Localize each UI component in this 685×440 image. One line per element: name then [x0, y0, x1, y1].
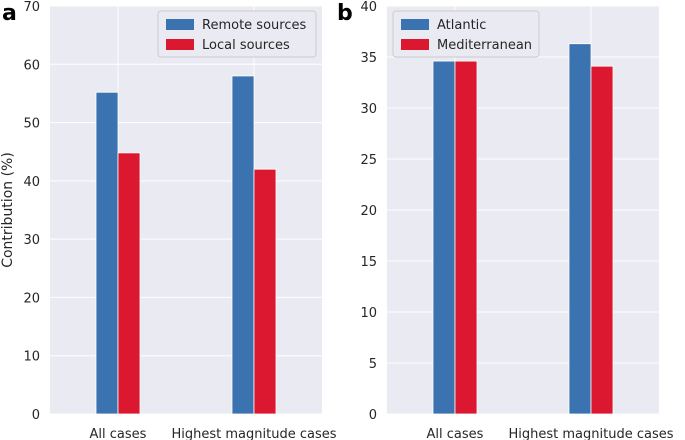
y-tick-label: 70: [23, 0, 40, 15]
bar-local-sources-1: [253, 168, 277, 415]
panel-label: a: [2, 1, 17, 26]
y-tick-label: 25: [360, 153, 377, 168]
y-axis-label: Contribution (%): [0, 152, 16, 268]
chart-panel-b: 0 5 10 15 20 25 30 35 40 All cases Highest magnitu…: [337, 0, 674, 440]
legend-label: Local sources: [202, 38, 290, 53]
legend: Remote sources Local sources: [157, 10, 317, 58]
y-tick-label: 10: [23, 350, 40, 365]
x-tick-label: Highest magnitude cases: [509, 427, 674, 440]
bar-mediterranean-0: [454, 60, 478, 415]
bar-atlantic-1: [568, 43, 592, 415]
plot-background: [50, 6, 322, 414]
y-tick-label: 20: [23, 291, 40, 306]
chart-panel-a: 0 10 20 30 40 50 60 70 All cases Highest magnitud…: [0, 0, 337, 440]
legend-label: Mediterranean: [437, 38, 532, 53]
y-tick-label: 15: [360, 255, 377, 270]
y-tick-label: 20: [360, 204, 377, 219]
y-tick-label: 30: [23, 233, 40, 248]
y-tick-label: 5: [369, 357, 377, 372]
y-tick-label: 40: [23, 175, 40, 190]
y-tick-label: 60: [23, 58, 40, 73]
legend-box: [157, 10, 317, 58]
panel-label: b: [337, 1, 353, 26]
x-tick-label: All cases: [90, 427, 147, 440]
bar-atlantic-0: [432, 60, 456, 415]
y-tick-label: 50: [23, 117, 40, 132]
legend-swatch: [166, 39, 194, 50]
y-tick-label: 0: [32, 408, 40, 423]
bar-remote-sources-1: [231, 75, 255, 415]
legend-label: Atlantic: [437, 18, 486, 33]
bar-mediterranean-1: [590, 65, 614, 415]
legend: Atlantic Mediterranean: [392, 10, 540, 58]
legend-box: [392, 10, 540, 58]
legend-label: Remote sources: [202, 18, 306, 33]
y-tick-label: 40: [360, 0, 377, 15]
y-tick-label: 0: [369, 408, 377, 423]
y-tick-label: 30: [360, 102, 377, 117]
bar-remote-sources-0: [95, 91, 119, 415]
legend-swatch: [401, 39, 429, 50]
y-tick-label: 10: [360, 306, 377, 321]
legend-swatch: [166, 19, 194, 30]
bar-local-sources-0: [117, 152, 141, 415]
x-tick-label: Highest magnitude cases: [172, 427, 337, 440]
legend-swatch: [401, 19, 429, 30]
x-tick-label: All cases: [427, 427, 484, 440]
y-tick-label: 35: [360, 51, 377, 66]
